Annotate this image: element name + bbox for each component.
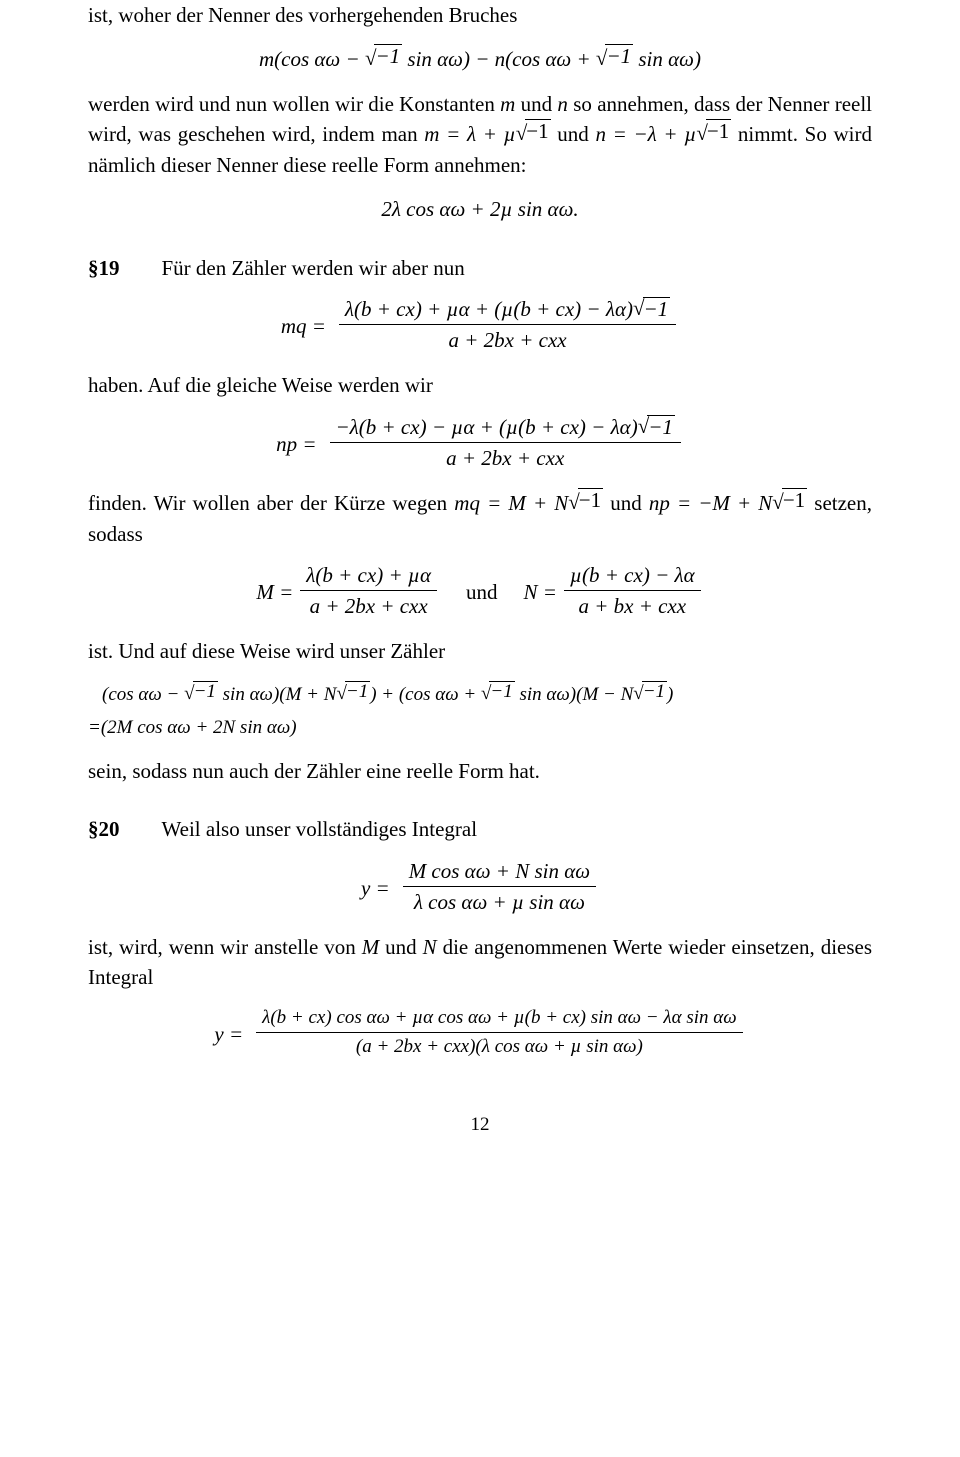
para-sein: sein, sodass nun auch der Zähler eine re… — [88, 756, 872, 786]
sqrt-icon: √−1 — [516, 119, 551, 149]
eq1-text: m(cos αω − √−1 sin αω) − n(cos αω + √−1 … — [259, 47, 701, 71]
sqrt-icon: √−1 — [772, 488, 807, 518]
sqrt-icon: √−1 — [596, 44, 633, 74]
N-lhs: N = — [523, 577, 556, 607]
sqrt-icon: √−1 — [336, 681, 370, 709]
para-20b: ist, wird, wenn wir anstelle von M und N… — [88, 932, 872, 993]
para-finden: finden. Wir wollen aber der Kürze wegen … — [88, 488, 872, 549]
sqrt-icon: √−1 — [696, 119, 731, 149]
section-19-open: §19Für den Zähler werden wir aber nun — [88, 253, 872, 283]
display-eq-MN: M = λ(b + cx) + µα a + 2bx + cxx und N =… — [88, 563, 872, 622]
para-1a: ist, woher der Nenner des vorhergehenden… — [88, 0, 872, 30]
np-lhs: np = — [276, 429, 316, 459]
sqrt-icon: √−1 — [184, 681, 218, 709]
yf-lhs: y = — [214, 1019, 243, 1049]
sqrt-icon: √−1 — [568, 488, 603, 518]
display-eq-mq: mq = λ(b + cx) + µα + (µ(b + cx) − λα)√−… — [88, 297, 872, 356]
para-ist-und: ist. Und auf diese Weise wird unser Zähl… — [88, 636, 872, 666]
sqrt-icon: √−1 — [481, 681, 515, 709]
section-20-open: §20Weil also unser vollständiges Integra… — [88, 814, 872, 844]
page-body: ist, woher der Nenner des vorhergehenden… — [0, 0, 960, 1179]
y-lhs: y = — [361, 873, 390, 903]
mq-lhs: mq = — [281, 311, 326, 341]
display-eq-2: 2λ cos αω + 2µ sin αω. — [88, 194, 872, 224]
section-number-19: §19 — [88, 256, 120, 280]
np-fraction: −λ(b + cx) − µα + (µ(b + cx) − λα)√−1 a … — [330, 413, 681, 472]
sqrt-icon: √−1 — [633, 681, 667, 709]
display-eq-long: (cos αω − √−1 sin αω)(M + N√−1) + (cos α… — [88, 681, 872, 742]
long-line-2: =(2M cos αω + 2N sin αω) — [88, 714, 872, 742]
section-number-20: §20 — [88, 817, 120, 841]
display-eq-y: y = M cos αω + N sin αω λ cos αω + µ sin… — [88, 859, 872, 918]
M-lhs: M = — [256, 577, 293, 607]
yf-fraction: λ(b + cx) cos αω + µα cos αω + µ(b + cx)… — [256, 1005, 743, 1060]
display-eq-yfinal: y = λ(b + cx) cos αω + µα cos αω + µ(b +… — [88, 1007, 872, 1062]
text-und: und — [466, 577, 498, 607]
para-haben: haben. Auf die gleiche Weise werden wir — [88, 370, 872, 400]
N-fraction: µ(b + cx) − λα a + bx + cxx — [564, 561, 701, 620]
para-1b: werden wird und nun wollen wir die Konst… — [88, 89, 872, 180]
sqrt-icon: √−1 — [638, 415, 675, 439]
display-eq-np: np = −λ(b + cx) − µα + (µ(b + cx) − λα)√… — [88, 415, 872, 474]
sqrt-icon: √−1 — [365, 44, 402, 74]
display-eq-1: m(cos αω − √−1 sin αω) − n(cos αω + √−1 … — [88, 44, 872, 74]
M-fraction: λ(b + cx) + µα a + 2bx + cxx — [300, 561, 437, 620]
mq-fraction: λ(b + cx) + µα + (µ(b + cx) − λα)√−1 a +… — [339, 295, 676, 354]
page-number: 12 — [88, 1111, 872, 1139]
sqrt-icon: √−1 — [633, 297, 670, 321]
y-fraction: M cos αω + N sin αω λ cos αω + µ sin αω — [403, 857, 596, 916]
